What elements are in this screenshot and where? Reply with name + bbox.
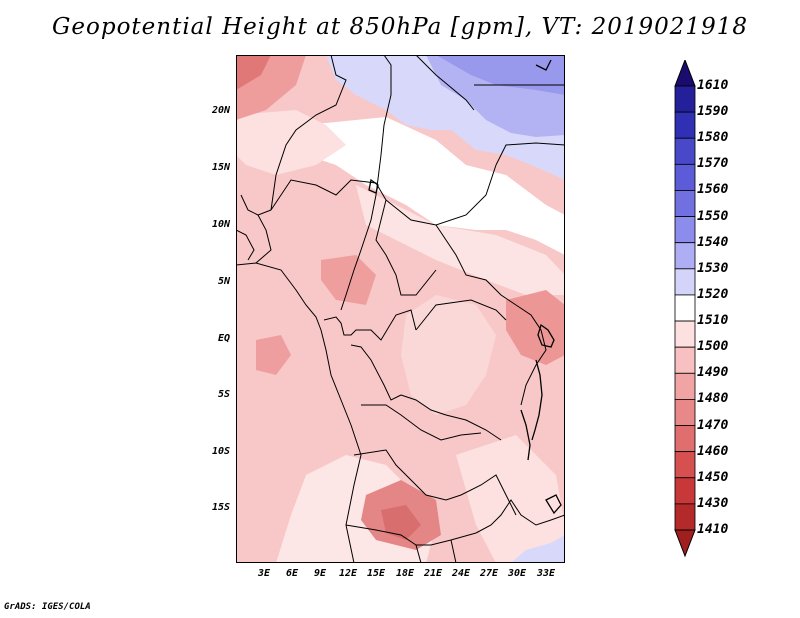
lon-label-15e: 15E (366, 568, 386, 579)
colorbar-label: 1550 (697, 208, 729, 224)
contour-1500-north (236, 110, 346, 175)
footer-credit: GrADS: IGES/COLA (4, 602, 91, 612)
colorbar-label: 1520 (697, 286, 729, 302)
lat-label-eq: EQ (217, 333, 230, 344)
colorbar-segment (674, 111, 696, 139)
colorbar-segment (674, 346, 696, 374)
contour-1480-cameroon (321, 255, 376, 305)
colorbar-segment (674, 372, 696, 400)
colorbar (674, 60, 696, 558)
lon-label-24e: 24E (451, 568, 471, 579)
lat-label-15s: 15S (211, 502, 230, 513)
contour-1470-namibia (381, 505, 421, 540)
colorbar-segment (674, 190, 696, 217)
lon-label-30e: 30E (507, 568, 527, 579)
colorbar-segment (674, 320, 696, 348)
colorbar-label: 1610 (697, 78, 729, 93)
contour-1500-sahel (356, 185, 565, 295)
colorbar-label: 1410 (697, 522, 729, 537)
lon-label-9e: 9E (313, 568, 327, 579)
lat-label-5n: 5N (217, 276, 230, 287)
colorbar-label: 1590 (697, 104, 729, 120)
lon-label-27e: 27E (479, 568, 499, 579)
colorbar-label: 1480 (697, 391, 729, 407)
colorbar-segment (674, 425, 696, 453)
colorbar-label: 1450 (697, 469, 729, 485)
contour-1500-congo (401, 295, 496, 415)
colorbar-label: 1540 (697, 234, 729, 250)
colorbar-label: 1430 (697, 495, 729, 511)
lat-label-5s: 5S (217, 389, 230, 400)
colorbar-label: 1490 (697, 365, 729, 381)
map-frame (236, 55, 565, 563)
colorbar-label: 1500 (697, 339, 729, 355)
map-title: Geopotential Height at 850hPa [gpm], VT:… (52, 14, 748, 40)
contour-1520-se (511, 535, 565, 563)
lat-label-20n: 20N (211, 105, 230, 116)
colorbar-bottom-arrow (674, 529, 696, 558)
contour-1470-nw (236, 55, 271, 90)
map-plot (236, 55, 565, 563)
colorbar-label: 1560 (697, 182, 729, 198)
colorbar-segment (674, 268, 696, 296)
lon-label-3e: 3E (257, 568, 271, 579)
colorbar-label: 1510 (697, 313, 729, 329)
lat-label-10n: 10N (211, 219, 230, 230)
country-borders (236, 55, 565, 563)
colorbar-segment (674, 399, 696, 426)
colorbar-segment (674, 451, 696, 479)
colorbar-segment (674, 477, 696, 505)
colorbar-label: 1470 (697, 417, 729, 433)
colorbar-label: 1530 (697, 260, 729, 276)
colorbar-segment (674, 503, 696, 531)
colorbar-label: 1570 (697, 156, 729, 172)
colorbar-segment (674, 242, 696, 270)
colorbar-label: 1460 (697, 443, 729, 459)
lon-label-18e: 18E (395, 568, 415, 579)
lon-label-6e: 6E (285, 568, 299, 579)
contour-1500-southeast (456, 435, 565, 563)
map-panel (236, 55, 565, 563)
colorbar-segment (674, 294, 696, 322)
colorbar-top-arrow (674, 60, 696, 87)
lat-label-10s: 10S (211, 446, 230, 457)
colorbar-label: 1580 (697, 130, 729, 146)
colorbar-segment (674, 85, 696, 113)
lakes (368, 59, 562, 515)
contour-1480-gulf (256, 335, 291, 375)
contour-1510 (306, 117, 565, 255)
lon-label-33e: 33E (536, 568, 556, 579)
lon-label-12e: 12E (338, 568, 358, 579)
lat-label-15n: 15N (211, 162, 230, 173)
colorbar-segment (674, 137, 696, 165)
lon-label-21e: 21E (423, 568, 443, 579)
colorbar-segment (674, 216, 696, 244)
colorbar-segment (674, 163, 696, 191)
